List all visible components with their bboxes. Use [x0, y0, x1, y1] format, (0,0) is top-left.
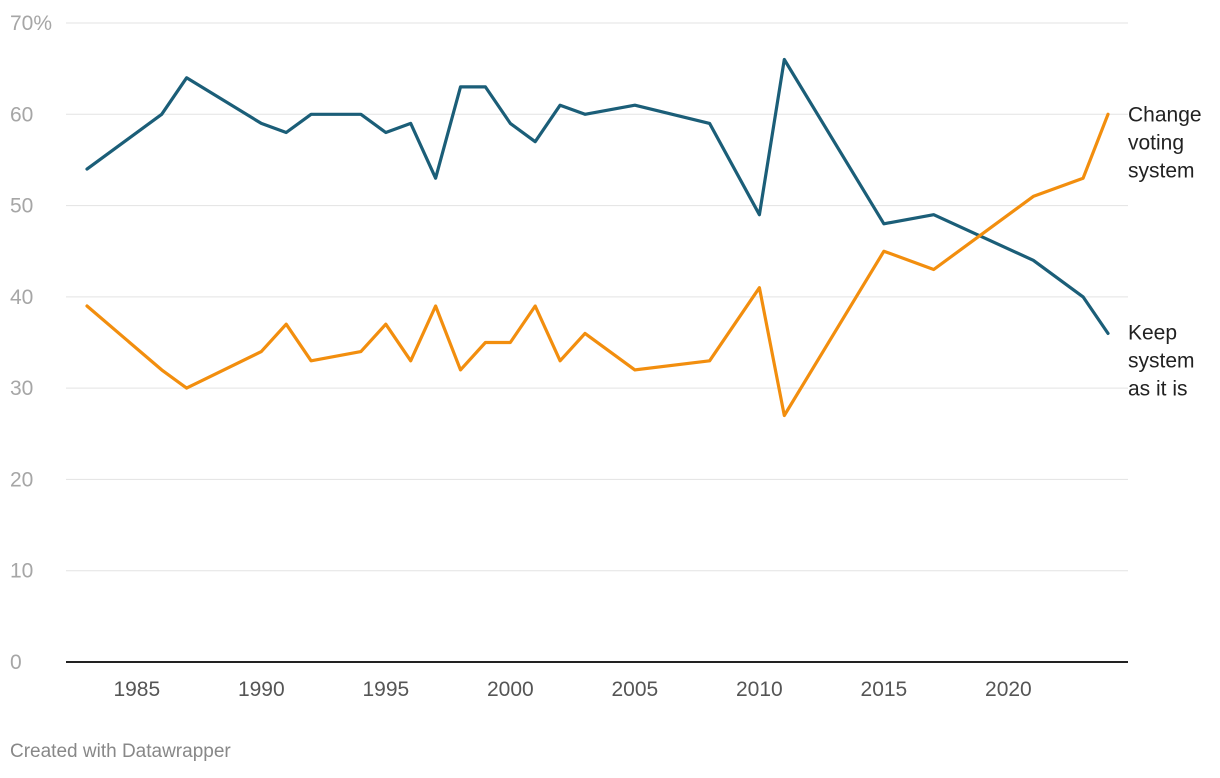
- x-tick-label-2000: 2000: [487, 678, 534, 701]
- x-tick-label-2020: 2020: [985, 678, 1032, 701]
- x-tick-label-2015: 2015: [861, 678, 908, 701]
- x-tick-label-2005: 2005: [611, 678, 658, 701]
- series-label-keep-system-as-it-is-line-2: as it is: [1128, 377, 1188, 400]
- series-labels: Keep system as it is Change voting system: [1128, 103, 1202, 400]
- x-axis-ticks: 1985 1990 1995 2000 2005 2010 2015 2020: [113, 678, 1031, 701]
- gridlines: [66, 22, 1128, 663]
- y-tick-label-20: 20: [10, 468, 33, 491]
- y-tick-label-10: 10: [10, 560, 33, 583]
- y-tick-label-0: 0: [10, 651, 22, 674]
- series-label-change-voting-system-line-2: system: [1128, 159, 1195, 182]
- x-tick-label-1990: 1990: [238, 678, 285, 701]
- series-lines: [85, 57, 1110, 418]
- y-tick-label-70: 70%: [10, 12, 52, 35]
- datawrapper-credit: Created with Datawrapper: [10, 741, 231, 762]
- series-label-keep-system-as-it-is-line-1: system: [1128, 349, 1195, 372]
- y-axis-ticks: 0 10 20 30 40 50 60 70%: [10, 12, 52, 674]
- y-tick-label-40: 40: [10, 286, 33, 309]
- x-tick-label-1995: 1995: [362, 678, 409, 701]
- series-label-change-voting-system-line-0: Change: [1128, 103, 1202, 126]
- y-tick-label-30: 30: [10, 377, 33, 400]
- series-line-change-voting-system: [85, 112, 1110, 418]
- y-tick-label-60: 60: [10, 103, 33, 126]
- x-tick-label-1985: 1985: [113, 678, 160, 701]
- series-line-keep-system-as-it-is: [85, 57, 1110, 335]
- series-label-keep-system-as-it-is-line-0: Keep: [1128, 321, 1177, 344]
- y-tick-label-50: 50: [10, 195, 33, 218]
- series-label-change-voting-system-line-1: voting: [1128, 131, 1184, 154]
- x-tick-label-2010: 2010: [736, 678, 783, 701]
- chart-canvas: 0 10 20 30 40 50 60 70% 1985 1990 1995 2000 2005 201…: [10, 12, 1202, 701]
